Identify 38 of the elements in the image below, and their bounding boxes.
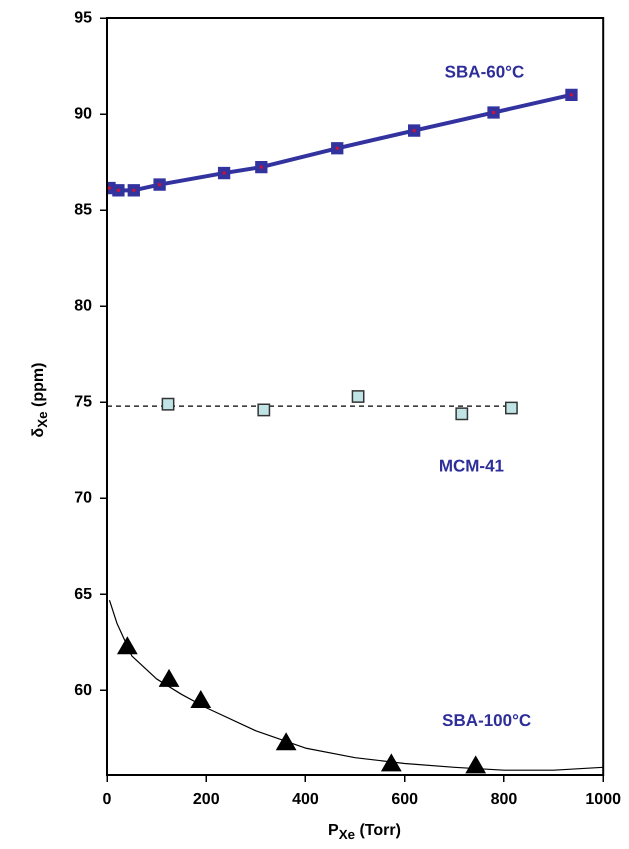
x-tick-label: 600 bbox=[391, 791, 418, 808]
point bbox=[128, 184, 140, 196]
point bbox=[117, 636, 138, 654]
point bbox=[331, 142, 344, 154]
point bbox=[565, 88, 578, 102]
x-tick-label: 400 bbox=[292, 791, 319, 808]
point bbox=[218, 166, 230, 180]
y-tick-label: 80 bbox=[74, 298, 92, 315]
x-tick-label: 800 bbox=[490, 791, 518, 808]
text: SBA-100°C bbox=[442, 711, 532, 730]
point bbox=[466, 756, 486, 774]
point bbox=[276, 732, 296, 750]
point bbox=[190, 690, 211, 708]
point bbox=[487, 106, 500, 119]
y-tick-label: 95 bbox=[74, 9, 92, 26]
point bbox=[455, 407, 468, 420]
y-tick-label: 90 bbox=[74, 105, 92, 122]
point bbox=[153, 178, 166, 191]
x-tick-label: 1000 bbox=[585, 791, 622, 808]
point bbox=[408, 124, 420, 137]
y-tick-label: 75 bbox=[74, 394, 92, 411]
point bbox=[381, 754, 402, 772]
y-tick-label: 70 bbox=[74, 490, 92, 507]
point bbox=[162, 398, 174, 411]
x-tick-label: 200 bbox=[192, 791, 220, 808]
series-label: SBA-60°C bbox=[444, 62, 524, 82]
point bbox=[505, 402, 518, 414]
point bbox=[159, 669, 180, 687]
x-tick-label: 0 bbox=[102, 791, 112, 808]
y-tick-label: 60 bbox=[74, 682, 92, 699]
point bbox=[255, 160, 268, 174]
y-tick-label: 65 bbox=[74, 586, 92, 603]
text: MCM-41 bbox=[438, 456, 504, 476]
y-tick-label: 85 bbox=[74, 202, 92, 219]
point bbox=[352, 390, 364, 403]
point bbox=[112, 184, 125, 196]
point bbox=[257, 404, 270, 416]
x-axis-title: P$_{Xe}$ (Torr) bbox=[327, 822, 402, 842]
